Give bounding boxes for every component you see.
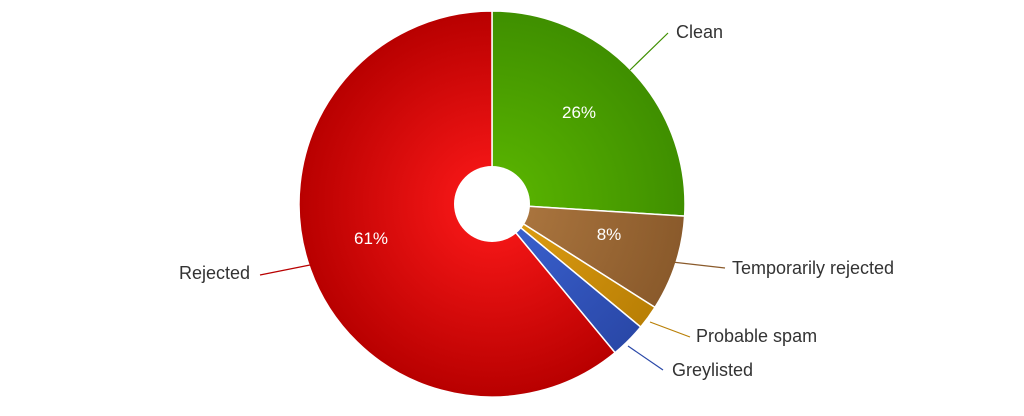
slice-label-greylisted: Greylisted <box>672 360 753 380</box>
percent-label-clean: 26% <box>562 103 596 122</box>
leader-line-rejected <box>259 264 311 276</box>
donut-hole <box>454 166 530 242</box>
slice-label-rejected: Rejected <box>179 263 250 283</box>
percent-label-rejected: 61% <box>354 229 388 248</box>
percent-labels-layer: 26% 8% 61% <box>354 103 621 248</box>
leader-line-clean <box>629 32 669 71</box>
leader-lines-layer <box>259 32 726 371</box>
pie-slice-temporarily-rejected[interactable] <box>491 203 686 309</box>
slice-label-probable-spam: Probable spam <box>696 326 817 346</box>
percent-label-temporarily-rejected: 8% <box>597 225 622 244</box>
slice-label-temporarily-rejected: Temporarily rejected <box>732 258 894 278</box>
leader-line-probable-spam <box>649 321 691 338</box>
labels-layer: Clean Temporarily rejected Probable spam Gr… <box>179 22 894 380</box>
leader-line-temporarily-rejected <box>671 261 726 269</box>
slice-label-clean: Clean <box>676 22 723 42</box>
pie-slice-clean[interactable] <box>491 10 686 217</box>
leader-line-greylisted <box>627 345 664 371</box>
